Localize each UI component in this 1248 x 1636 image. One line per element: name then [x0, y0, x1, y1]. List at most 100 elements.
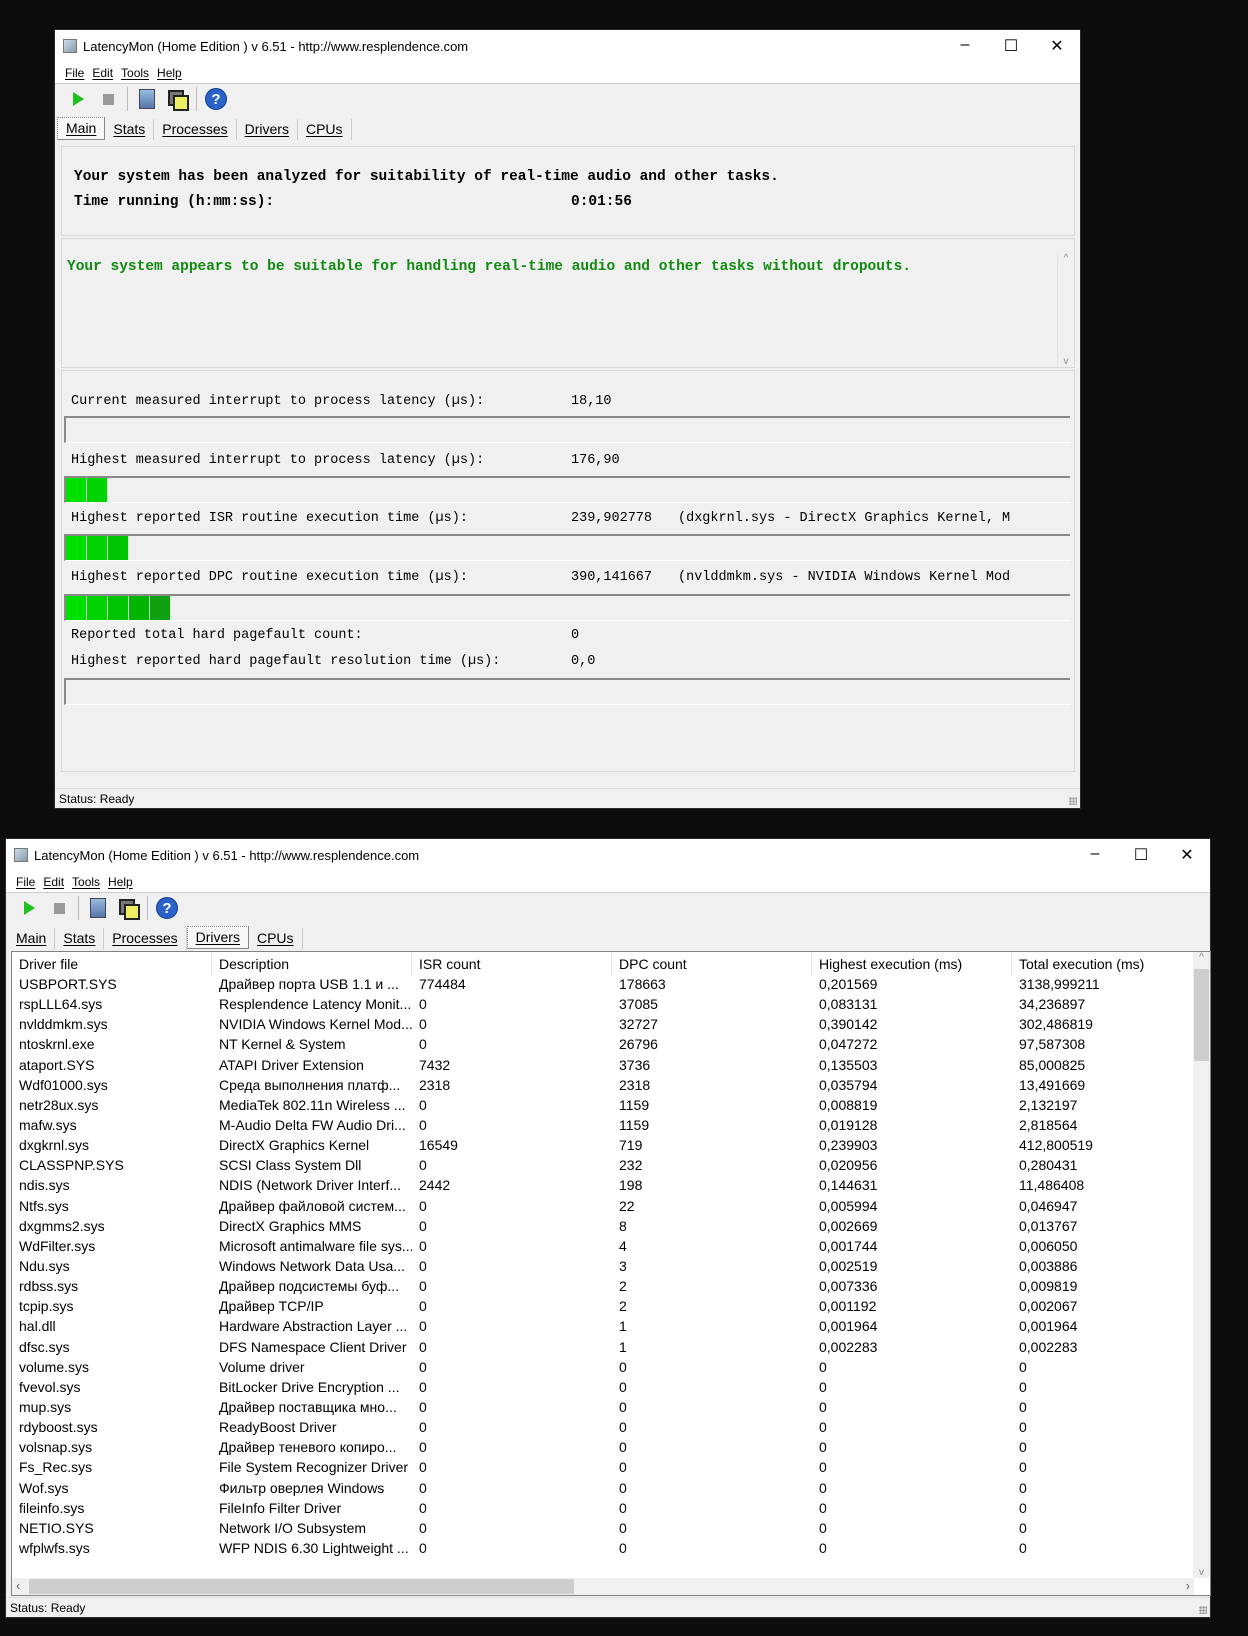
column-header-highest-execution[interactable]: Highest execution (ms)	[812, 952, 1012, 976]
table-row[interactable]: rdbss.sys Драйвер подсистемы буф... 0 2 0,00…	[12, 1278, 1194, 1298]
column-header-dpc-count[interactable]: DPC count	[612, 952, 812, 976]
table-row[interactable]: ataport.SYS ATAPI Driver Extension 7432 373…	[12, 1057, 1194, 1077]
maximize-button[interactable]: ☐	[1003, 38, 1019, 55]
start-button[interactable]	[18, 897, 40, 919]
table-row[interactable]: USBPORT.SYS Драйвер порта USB 1.1 и ... 77…	[12, 976, 1194, 996]
tab-stats[interactable]: Stats	[105, 119, 155, 140]
menu-edit[interactable]: Edit	[92, 65, 114, 80]
table-row[interactable]: dxgmms2.sys DirectX Graphics MMS 0 8 0,00266…	[12, 1218, 1194, 1238]
tab-stats[interactable]: Stats	[55, 928, 105, 949]
column-header-driver-file[interactable]: Driver file	[12, 952, 212, 976]
table-cell: 2318	[619, 1076, 651, 1093]
table-row[interactable]: ndis.sys NDIS (Network Driver Interf... 24…	[12, 1177, 1194, 1197]
table-row[interactable]: mafw.sys M-Audio Delta FW Audio Dri... 0 11…	[12, 1117, 1194, 1137]
close-button[interactable]: ✕	[1050, 38, 1064, 55]
table-cell: MediaTek 802.11n Wireless ...	[219, 1096, 406, 1113]
table-row[interactable]: tcpip.sys Драйвер TCP/IP 0 2 0,001192 0,00206…	[12, 1298, 1194, 1318]
minimize-button[interactable]: –	[960, 36, 970, 53]
vertical-scrollbar[interactable]: ^ v	[1193, 952, 1210, 1578]
table-row[interactable]: wfplwfs.sys WFP NDIS 6.30 Lightweight ...…	[12, 1540, 1194, 1560]
table-row[interactable]: fileinfo.sys FileInfo Filter Driver 0 0 0 0	[12, 1500, 1194, 1520]
close-button[interactable]: ✕	[1180, 847, 1194, 864]
horizontal-scroll-thumb[interactable]	[29, 1579, 574, 1594]
isr-time-value: 239,902778	[571, 511, 653, 526]
tab-processes[interactable]: Processes	[104, 928, 187, 949]
table-row[interactable]: netr28ux.sys MediaTek 802.11n Wireless ..…	[12, 1097, 1194, 1117]
table-row[interactable]: volume.sys Volume driver 0 0 0 0	[12, 1359, 1194, 1379]
table-row[interactable]: Fs_Rec.sys File System Recognizer Driver 0…	[12, 1459, 1194, 1479]
column-header-total-execution[interactable]: Total execution (ms)	[1012, 952, 1194, 976]
table-row[interactable]: rdyboost.sys ReadyBoost Driver 0 0 0 0	[12, 1419, 1194, 1439]
table-row[interactable]: fvevol.sys BitLocker Drive Encryption ...…	[12, 1379, 1194, 1399]
table-row[interactable]: NETIO.SYS Network I/O Subsystem 0 0 0 0	[12, 1520, 1194, 1540]
scroll-up-icon[interactable]: ^	[1063, 253, 1069, 264]
wizard-button[interactable]	[87, 897, 109, 919]
tab-drivers[interactable]: Drivers	[186, 926, 249, 949]
table-row[interactable]: CLASSPNP.SYS SCSI Class System Dll 0 232 0,0…	[12, 1157, 1194, 1177]
menu-help[interactable]: Help	[157, 65, 182, 80]
title-bar[interactable]: LatencyMon (Home Edition ) v 6.51 - http…	[55, 30, 1080, 62]
verdict-scrollbar[interactable]: ^ v	[1057, 253, 1074, 367]
table-cell: dxgmms2.sys	[19, 1217, 105, 1234]
table-row[interactable]: ntoskrnl.exe NT Kernel & System 0 26796 0,04…	[12, 1036, 1194, 1056]
vertical-scroll-thumb[interactable]	[1194, 969, 1209, 1061]
table-row[interactable]: Ntfs.sys Драйвер файловой систем... 0 22 0,0…	[12, 1198, 1194, 1218]
tab-processes[interactable]: Processes	[154, 119, 237, 140]
scroll-right-icon[interactable]: ›	[1185, 1578, 1190, 1593]
resize-grip-icon[interactable]	[1069, 797, 1077, 805]
table-cell: netr28ux.sys	[19, 1096, 99, 1113]
table-cell: 0	[1019, 1398, 1027, 1415]
table-row[interactable]: Wdf01000.sys Среда выполнения платф... 231…	[12, 1077, 1194, 1097]
tab-cpus[interactable]: CPUs	[298, 119, 352, 140]
menu-help[interactable]: Help	[108, 874, 133, 889]
windows-button[interactable]	[166, 88, 189, 111]
latencymon-window-drivers: LatencyMon (Home Edition ) v 6.51 - http…	[5, 838, 1211, 1618]
table-row[interactable]: nvlddmkm.sys NVIDIA Windows Kernel Mod...…	[12, 1016, 1194, 1036]
minimize-button[interactable]: –	[1090, 845, 1100, 862]
tab-main[interactable]: Main	[57, 117, 106, 140]
resize-grip-icon[interactable]	[1199, 1606, 1207, 1614]
table-cell: tcpip.sys	[19, 1298, 74, 1315]
scroll-down-icon[interactable]: v	[1199, 1567, 1204, 1578]
table-cell: 0	[619, 1378, 627, 1395]
stop-button[interactable]	[48, 897, 70, 919]
isr-driver-info: (dxgkrnl.sys - DirectX Graphics Kernel, …	[678, 511, 1011, 526]
wizard-button[interactable]	[136, 88, 158, 110]
menu-file[interactable]: File	[65, 65, 85, 80]
help-button[interactable]: ?	[205, 88, 227, 110]
table-row[interactable]: mup.sys Драйвер поставщика мно... 0 0 0 0	[12, 1399, 1194, 1419]
table-row[interactable]: dfsc.sys DFS Namespace Client Driver 0 1 0,0…	[12, 1339, 1194, 1359]
stop-button[interactable]	[97, 88, 119, 110]
table-row[interactable]: Ndu.sys Windows Network Data Usa... 0 3 0,00…	[12, 1258, 1194, 1278]
table-row[interactable]: rspLLL64.sys Resplendence Latency Monit..…	[12, 996, 1194, 1016]
tab-drivers[interactable]: Drivers	[237, 119, 298, 140]
menu-edit[interactable]: Edit	[43, 874, 65, 889]
table-row[interactable]: volsnap.sys Драйвер теневого копиро... 0 0 0…	[12, 1439, 1194, 1459]
tab-cpus[interactable]: CPUs	[249, 928, 303, 949]
tab-main[interactable]: Main	[8, 928, 56, 949]
column-header-isr-count[interactable]: ISR count	[412, 952, 612, 976]
table-cell: 0	[419, 1539, 427, 1556]
menu-tools[interactable]: Tools	[121, 65, 150, 80]
help-button[interactable]: ?	[156, 897, 178, 919]
maximize-button[interactable]: ☐	[1133, 847, 1149, 864]
table-row[interactable]: dxgkrnl.sys DirectX Graphics Kernel 16549 7…	[12, 1137, 1194, 1157]
column-header-description[interactable]: Description	[212, 952, 412, 976]
menu-file[interactable]: File	[16, 874, 36, 889]
start-button[interactable]	[67, 88, 89, 110]
table-row[interactable]: WdFilter.sys Microsoft antimalware file s…	[12, 1238, 1194, 1258]
table-cell: 0,009819	[1019, 1278, 1078, 1295]
title-bar[interactable]: LatencyMon (Home Edition ) v 6.51 - http…	[6, 839, 1210, 871]
scroll-left-icon[interactable]: ‹	[16, 1578, 21, 1593]
windows-button[interactable]	[117, 897, 140, 920]
bar-segment	[66, 536, 87, 560]
horizontal-scrollbar[interactable]: ‹ ›	[12, 1578, 1194, 1595]
table-cell: 0,002067	[1019, 1298, 1078, 1315]
scroll-up-icon[interactable]: ^	[1199, 952, 1204, 963]
table-cell: 1	[619, 1318, 627, 1335]
table-row[interactable]: hal.dll Hardware Abstraction Layer ... 0 1 0…	[12, 1318, 1194, 1338]
table-row[interactable]: Wof.sys Фильтр оверлея Windows 0 0 0 0	[12, 1480, 1194, 1500]
scroll-down-icon[interactable]: v	[1063, 356, 1069, 367]
table-cell: 0,001964	[819, 1318, 878, 1335]
menu-tools[interactable]: Tools	[72, 874, 101, 889]
